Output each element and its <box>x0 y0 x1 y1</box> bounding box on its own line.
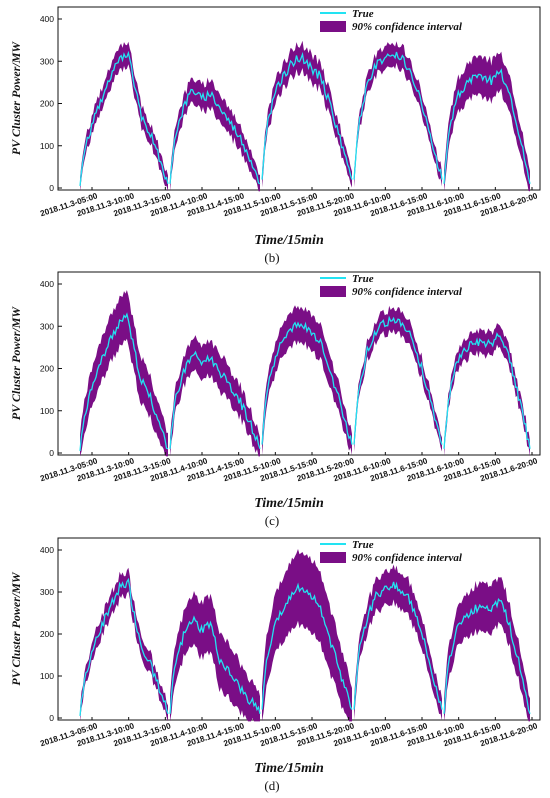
panel-label: (d) <box>264 778 279 793</box>
confidence-band <box>170 591 260 722</box>
true-line <box>261 51 353 180</box>
confidence-band <box>444 51 530 192</box>
y-tick-label: 200 <box>40 629 54 639</box>
confidence-band <box>354 305 442 452</box>
legend-true-label: True <box>352 539 374 551</box>
x-axis-title: Time/15min <box>254 233 324 248</box>
plot-frame <box>57 271 541 456</box>
legend-band-swatch <box>320 552 346 563</box>
y-tick-label: 0 <box>49 713 54 723</box>
true-line <box>261 321 353 445</box>
true-line <box>169 350 261 450</box>
x-axis-title: Time/15min <box>254 496 324 511</box>
y-tick-label: 0 <box>49 448 54 458</box>
confidence-band <box>170 335 260 457</box>
confidence-band <box>80 290 168 457</box>
confidence-band <box>354 564 442 721</box>
confidence-band <box>262 305 352 455</box>
confidence-band <box>354 41 442 188</box>
true-line <box>443 332 531 449</box>
y-axis-title: PV Cluster Power/MW <box>9 571 23 685</box>
true-line <box>169 615 261 714</box>
legend-band-label: 90% confidence interval <box>352 552 463 564</box>
confidence-band <box>170 77 260 192</box>
panel-label: (b) <box>264 250 279 265</box>
confidence-band <box>444 576 530 722</box>
panel-label: (c) <box>265 513 279 528</box>
true-line <box>353 581 443 710</box>
confidence-band <box>262 40 352 188</box>
y-tick-label: 300 <box>40 587 54 597</box>
y-tick-label: 100 <box>40 406 54 416</box>
true-line <box>79 312 169 451</box>
true-line <box>443 68 531 184</box>
true-line <box>353 51 443 180</box>
y-tick-label: 200 <box>40 364 54 374</box>
confidence-band <box>80 567 168 722</box>
y-tick-label: 100 <box>40 671 54 681</box>
y-tick-label: 400 <box>40 545 54 555</box>
plot-frame <box>57 537 541 721</box>
true-line <box>169 88 261 185</box>
y-tick-label: 300 <box>40 56 54 66</box>
confidence-band <box>262 549 352 722</box>
y-axis-title: PV Cluster Power/MW <box>9 41 23 155</box>
true-line <box>79 577 169 716</box>
true-line <box>261 582 353 710</box>
legend-band-swatch <box>320 286 346 297</box>
plot-frame <box>57 6 541 191</box>
legend-band-label: 90% confidence interval <box>352 286 463 298</box>
legend-band-label: 90% confidence interval <box>352 21 463 33</box>
legend-band-swatch <box>320 21 346 32</box>
y-tick-label: 400 <box>40 279 54 289</box>
y-tick-label: 400 <box>40 14 54 24</box>
y-tick-label: 0 <box>49 183 54 193</box>
legend-true-label: True <box>352 273 374 285</box>
y-axis-title: PV Cluster Power/MW <box>9 306 23 420</box>
true-line <box>443 597 531 715</box>
confidence-band <box>80 41 168 192</box>
y-tick-label: 200 <box>40 99 54 109</box>
y-tick-label: 300 <box>40 321 54 331</box>
y-tick-label: 100 <box>40 141 54 151</box>
legend-true-label: True <box>352 8 374 20</box>
true-line <box>79 50 169 186</box>
x-axis-title: Time/15min <box>254 761 324 776</box>
true-line <box>353 315 443 445</box>
